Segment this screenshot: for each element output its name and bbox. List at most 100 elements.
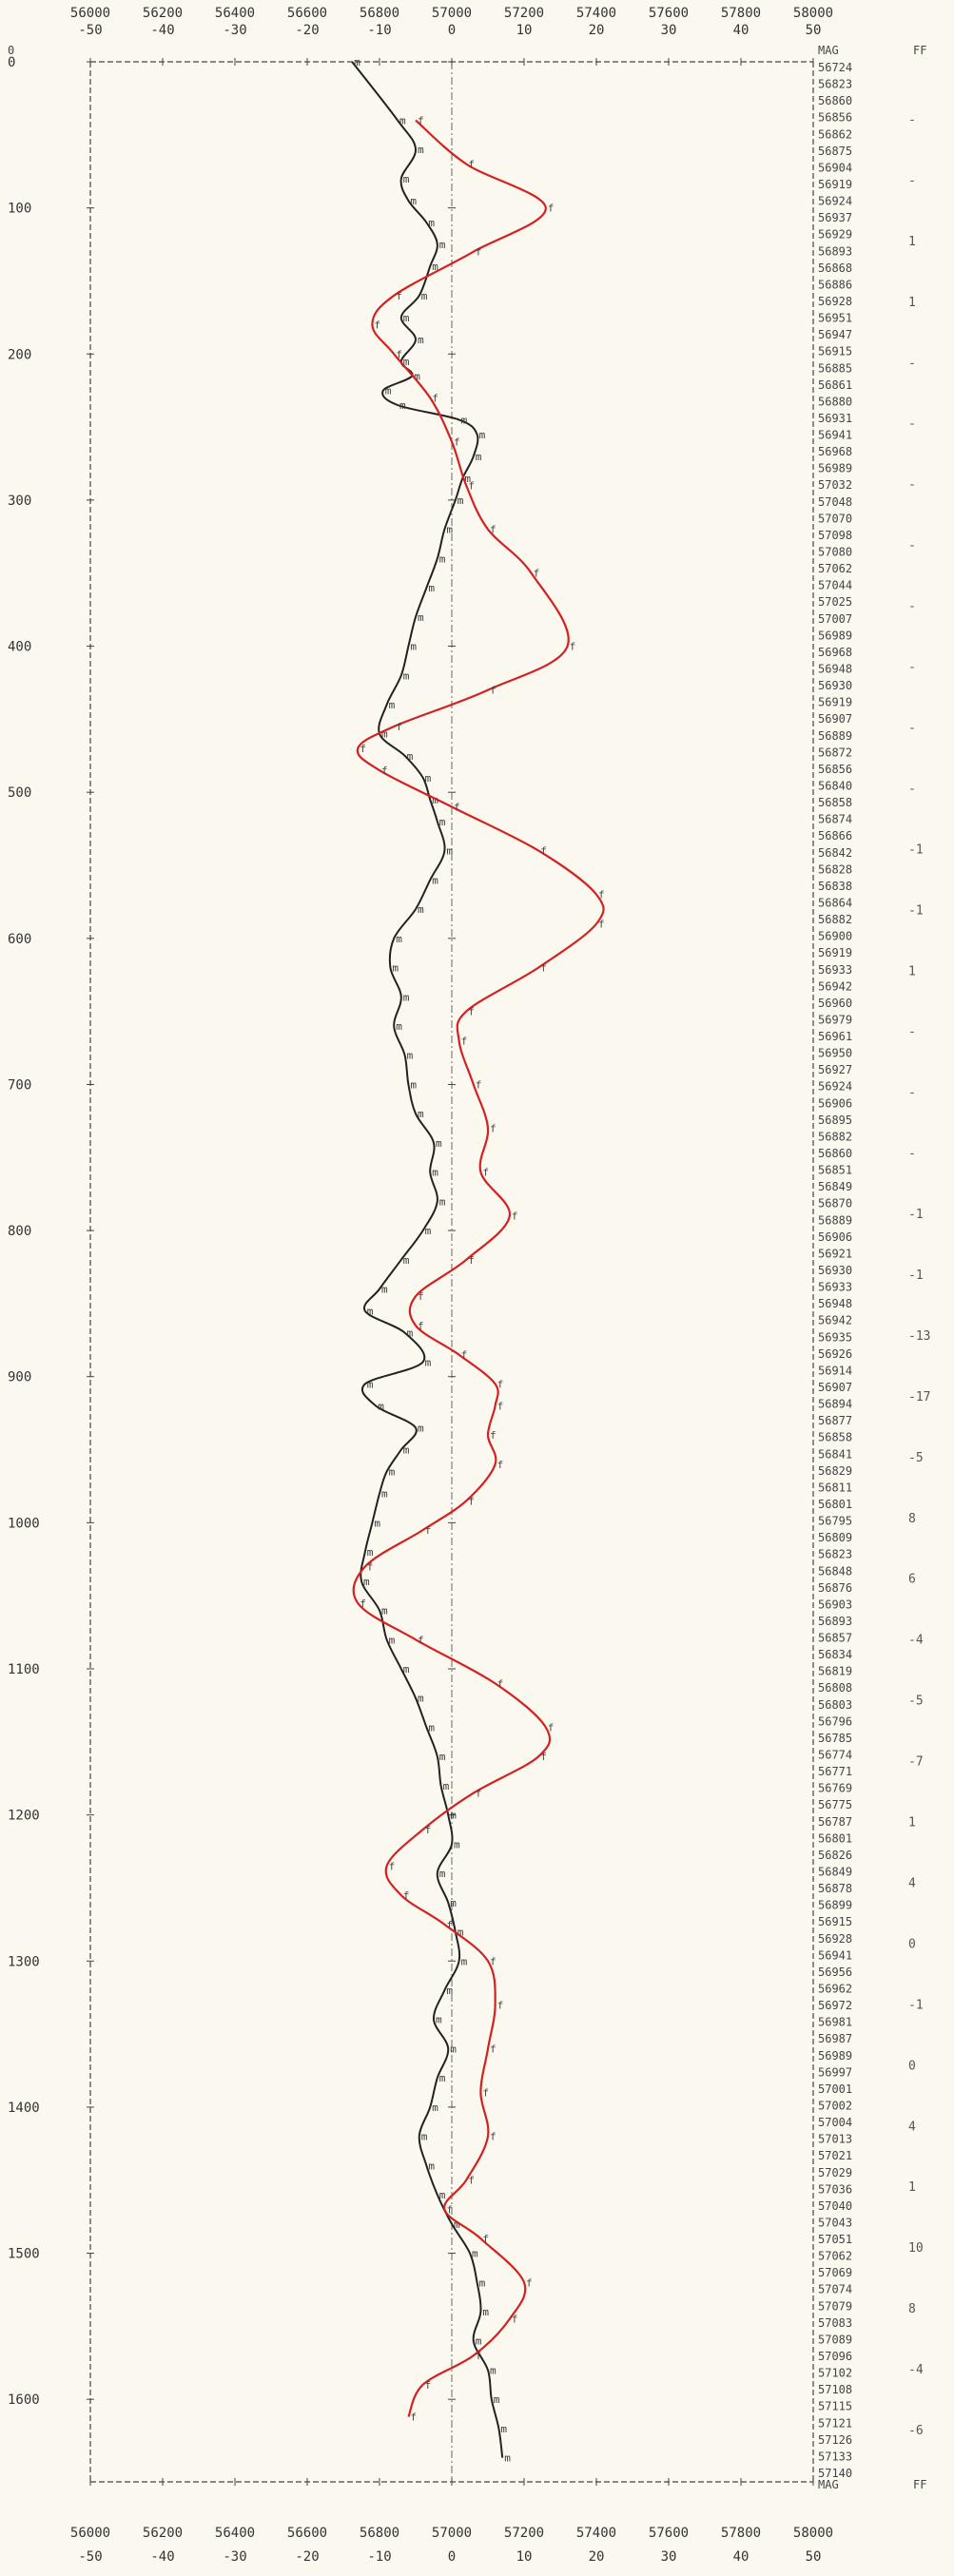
series-mag-point: m [450, 1810, 457, 1822]
mag-value: 56849 [818, 1180, 852, 1193]
mag-value: 57108 [818, 2383, 852, 2396]
series-ff-point: f [497, 1378, 504, 1390]
ff-value: - [908, 721, 916, 735]
series-mag-point: m [439, 1751, 446, 1763]
mag-value: 56979 [818, 1013, 852, 1026]
series-mag-point: m [418, 1108, 424, 1120]
series-mag-point: m [436, 1137, 442, 1150]
series-ff-point: f [526, 2276, 533, 2289]
series-mag-point: m [418, 903, 424, 916]
top-secondary-tick-label: 40 [733, 23, 750, 38]
series-mag-point: m [439, 1195, 446, 1208]
series-mag-point: m [403, 1444, 410, 1457]
series-ff-point: f [396, 348, 402, 360]
mag-value: 56801 [818, 1498, 852, 1511]
mag-value: 56942 [818, 979, 852, 993]
ff-value: - [908, 1086, 916, 1100]
top-primary-tick-label: 56200 [143, 6, 183, 21]
mag-value: 57044 [818, 579, 852, 592]
ff-value: -1 [908, 843, 924, 857]
bottom-primary-tick-label: 56200 [143, 2526, 183, 2541]
series-mag-point: m [403, 1254, 410, 1267]
bottom-primary-tick-label: 56400 [215, 2526, 255, 2541]
mag-value: 56927 [818, 1063, 852, 1076]
depth-tick-label: 300 [8, 494, 31, 509]
series-mag-point: m [425, 772, 432, 784]
mag-value: 56889 [818, 1213, 852, 1227]
mag-value: 56808 [818, 1681, 852, 1695]
series-mag-point: m [450, 2043, 457, 2055]
series-mag-point: m [381, 1284, 388, 1296]
series-ff-point: f [534, 568, 540, 580]
mag-value: 56914 [818, 1364, 852, 1377]
ff-value: -1 [908, 1269, 924, 1283]
mag-value: 56724 [818, 61, 852, 74]
ff-value: -6 [908, 2424, 924, 2438]
mag-value: 57048 [818, 495, 852, 509]
mag-value: 56838 [818, 880, 852, 893]
mag-value: 56819 [818, 1665, 852, 1678]
series-mag-point: m [432, 261, 438, 273]
series-mag-point: m [428, 1721, 435, 1733]
top-axis: 56000 56200 56400 56600 56800 57000 57200 57400… [70, 6, 833, 66]
ff-value: - [908, 357, 916, 371]
ff-value: - [908, 113, 916, 127]
series-mag-point: m [421, 290, 428, 302]
mag-value: 56803 [818, 1698, 852, 1712]
series-mag-point: m [403, 991, 410, 1003]
series-ff-point: f [468, 1006, 475, 1018]
series-ff-point: f [360, 743, 366, 755]
ff-value: 0 [908, 2059, 916, 2073]
series-mag-point: m [425, 1356, 432, 1368]
mag-value: 57140 [818, 2467, 852, 2480]
mag-value: 57025 [818, 595, 852, 609]
depth-tick-label: 1600 [8, 2392, 40, 2408]
ff-value: -5 [908, 1451, 924, 1465]
series-mag-point: m [432, 1167, 438, 1179]
series-ff-point: f [418, 1634, 424, 1646]
depth-tick-label: 700 [8, 1077, 31, 1093]
ff-value: -1 [908, 903, 924, 918]
top-secondary-tick-label: 30 [661, 23, 677, 38]
ff-value: 1 [908, 2180, 916, 2195]
mag-value: 57062 [818, 562, 852, 575]
series-mag-point: m [454, 2218, 460, 2231]
series-mag-point: m [428, 2160, 435, 2172]
series-mag-point: m [385, 385, 392, 397]
mag-value: 56941 [818, 429, 852, 442]
mag-value: 56801 [818, 1831, 852, 1845]
series-mag-point: m [403, 312, 410, 324]
top-secondary-tick-label: -20 [295, 23, 319, 38]
series-ff-point: f [461, 1035, 468, 1047]
series-mag-point: m [389, 1634, 396, 1646]
mag-value: 56919 [818, 946, 852, 959]
ff-value: - [908, 539, 916, 553]
depth-tick-label: 1400 [8, 2101, 40, 2116]
series-ff-point: f [490, 1123, 496, 1135]
series-mag-point: m [407, 750, 414, 763]
mag-value: 57126 [818, 2433, 852, 2447]
value-columns: 56724 56823 56860 56856 56862 56875 56904 56919… [818, 61, 930, 2480]
series-ff-point: f [548, 203, 555, 215]
bottom-secondary-tick-label: -40 [150, 2549, 174, 2565]
series-mag-point: m [439, 239, 446, 251]
top-primary-tick-label: 56400 [215, 6, 255, 21]
ff-value: - [908, 1147, 916, 1161]
depth-tick-label: 600 [8, 932, 31, 947]
ff-value: 8 [908, 1512, 916, 1526]
series-mag-point: m [374, 1517, 380, 1529]
series-mag-point: m [432, 2101, 438, 2114]
series-mag-point: m [458, 494, 464, 507]
series-ff-point: f [476, 246, 482, 259]
depth-tick-label: 1200 [8, 1809, 40, 1824]
series-mag-point: m [367, 1546, 374, 1559]
series-ff-point: f [497, 1999, 504, 2011]
ff-value: 1 [908, 296, 916, 310]
mag-value: 56870 [818, 1197, 852, 1211]
top-secondary-tick-label: 10 [516, 23, 533, 38]
mag-value: 56880 [818, 395, 852, 408]
series-ff-point: f [468, 1495, 475, 1507]
series-ff-point: f [446, 2203, 453, 2216]
mag-value: 56961 [818, 1030, 852, 1043]
series-ff-point: f [598, 889, 605, 901]
